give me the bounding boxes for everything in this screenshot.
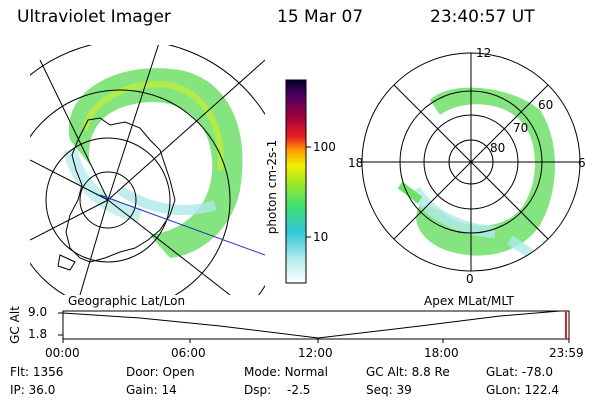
apex-polar-plot xyxy=(361,52,581,272)
left-map-label: Geographic Lat/Lon xyxy=(68,294,186,308)
altitude-tick-low: 1.8 xyxy=(28,327,48,341)
mlt-6: 6 xyxy=(578,156,586,170)
status-dsp: Dsp: -2.5 xyxy=(244,383,311,397)
time-label-0600: 06:00 xyxy=(171,346,206,360)
status-mode: Mode: Normal xyxy=(244,365,328,379)
image-date: 15 Mar 07 xyxy=(277,7,364,27)
time-label-2359: 23:59 xyxy=(549,346,584,360)
time-label-1800: 18:00 xyxy=(424,346,459,360)
colorbar-tick-100: 100 xyxy=(313,140,336,154)
status-door: Door: Open xyxy=(126,365,195,379)
mlat-70: 70 xyxy=(513,121,529,135)
right-map-label: Apex MLat/MLT xyxy=(424,294,514,308)
colorbar xyxy=(285,79,307,284)
geographic-map xyxy=(30,45,265,295)
altitude-strip xyxy=(62,310,570,340)
altitude-axis-label: GC Alt xyxy=(7,306,22,344)
status-glon: GLon: 122.4 xyxy=(486,383,559,397)
colorbar-unit: photon cm-2s-1 xyxy=(265,139,279,235)
colorbar-tick-10: 10 xyxy=(313,230,329,244)
status-ip: IP: 36.0 xyxy=(10,383,56,397)
time-label-0000: 00:00 xyxy=(45,346,80,360)
image-time: 23:40:57 UT xyxy=(430,7,535,27)
instrument-title: Ultraviolet Imager xyxy=(17,7,171,27)
status-seq: Seq: 39 xyxy=(366,383,412,397)
status-gc-alt: GC Alt: 8.8 Re xyxy=(366,365,450,379)
time-label-1200: 12:00 xyxy=(298,346,333,360)
mlat-80: 80 xyxy=(490,141,506,155)
status-glat: GLat: -78.0 xyxy=(486,365,553,379)
mlt-18: 18 xyxy=(348,156,364,170)
altitude-curve xyxy=(62,310,561,339)
mlt-12: 12 xyxy=(476,46,492,60)
mlat-60: 60 xyxy=(538,98,554,112)
status-flt: Flt: 1356 xyxy=(10,365,64,379)
mlt-0: 0 xyxy=(466,272,474,286)
altitude-tick-high: 9.0 xyxy=(28,305,48,319)
status-gain: Gain: 14 xyxy=(126,383,177,397)
